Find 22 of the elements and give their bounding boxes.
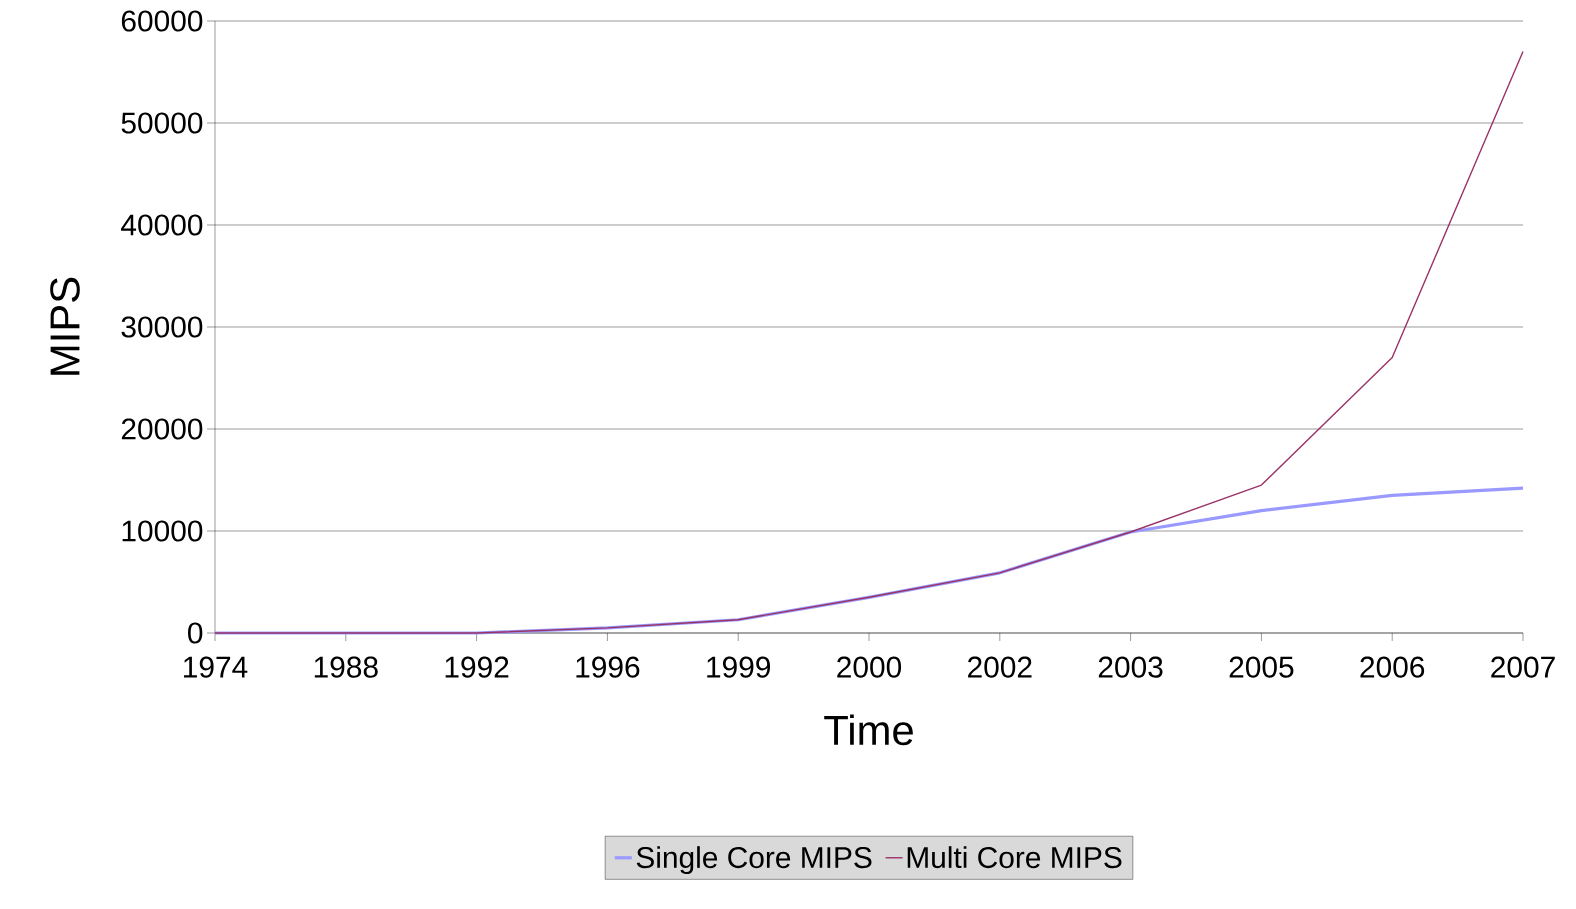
x-tick-label: 1988 xyxy=(314,656,378,678)
legend-label: Multi Core MIPS xyxy=(907,846,1122,869)
x-tick-label: 2000 xyxy=(837,656,902,678)
legend-label: Single Core MIPS xyxy=(636,846,872,875)
y-tick-label: 10000 xyxy=(122,520,203,542)
x-tick-label: 1974 xyxy=(184,656,248,678)
x-tick-label: 2002 xyxy=(968,656,1032,678)
y-axis-title: MIPS xyxy=(50,277,80,375)
x-axis-title: Time xyxy=(824,714,913,746)
x-tick-label: 2003 xyxy=(1098,656,1163,678)
x-tick-label: 1992 xyxy=(445,656,509,678)
x-tick-label: 2007 xyxy=(1491,656,1555,678)
x-tick-label: 1999 xyxy=(707,656,771,678)
y-tick-label: 60000 xyxy=(121,10,203,32)
y-tick-label: 20000 xyxy=(121,418,203,440)
x-tick-label: 2005 xyxy=(1229,656,1294,678)
y-tick-label: 30000 xyxy=(121,316,203,338)
x-tick-label: 1996 xyxy=(576,656,640,678)
y-tick-label: 40000 xyxy=(121,214,203,236)
y-tick-label: 0 xyxy=(188,622,203,644)
x-tick-label: 2006 xyxy=(1360,656,1425,678)
y-tick-label: 50000 xyxy=(121,112,203,134)
